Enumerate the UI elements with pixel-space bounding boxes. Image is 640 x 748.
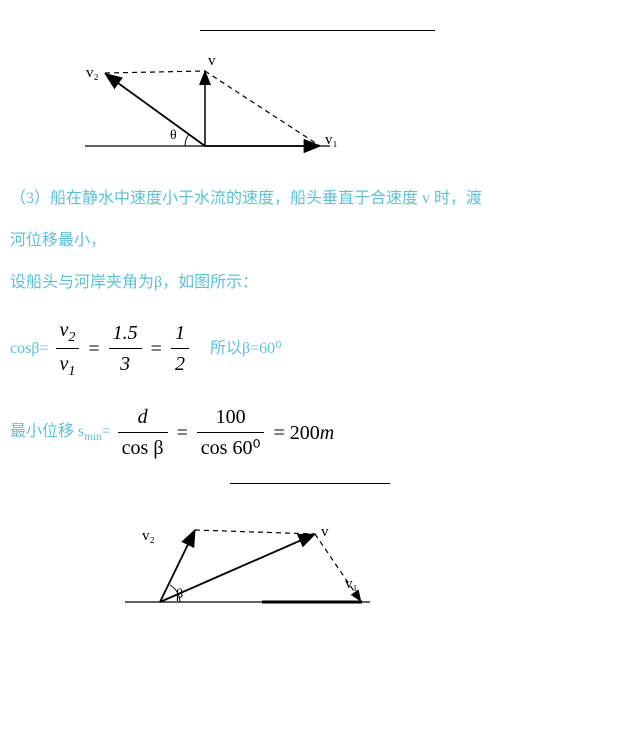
frac-v2v1: v2 v1 [56, 315, 80, 382]
d2-label-v: v [321, 524, 329, 540]
d1-label-v1: v₁ [325, 132, 338, 148]
frac-d-cosb: d cos β [118, 402, 168, 463]
d2-label-v1: v₁ [345, 576, 358, 592]
para-3b: 河位移最小， [10, 229, 630, 253]
diagram-2-svg: v v₁ v₂ β [90, 512, 390, 617]
frac-1-2: 1 2 [171, 318, 189, 379]
d1-label-v2: v₂ [86, 65, 99, 81]
d2-label-beta: β [176, 587, 183, 602]
para-3c: 设船头与河岸夹角为β，如图所示： [10, 271, 630, 295]
result: = 200m [273, 418, 334, 448]
d1-label-theta: θ [170, 128, 177, 143]
eq3: = [177, 418, 188, 448]
formula-cosbeta: cosβ= v2 v1 = 1.5 3 = 1 2 所以β=60⁰ [10, 315, 630, 382]
d1-label-v: v [208, 53, 216, 69]
smin-lead: 最小位移 smin= [10, 420, 111, 446]
eq2: = [151, 334, 162, 364]
divider-top [200, 30, 435, 31]
d2-label-v2: v₂ [142, 528, 155, 544]
para-3a: （3）船在静水中速度小于水流的速度，船头垂直于合速度 v 时，渡 [10, 187, 630, 211]
so-beta: 所以β=60⁰ [210, 337, 282, 361]
diagram-1-svg: v v₁ v₂ θ [70, 51, 340, 161]
eq1: = [88, 334, 99, 364]
frac-1p5-3: 1.5 3 [109, 318, 142, 379]
divider-bottom [230, 483, 390, 484]
frac-100-cos60: 100 cos 60⁰ [197, 402, 265, 463]
cosbeta-lead: cosβ= [10, 337, 49, 361]
formula-smin: 最小位移 smin= d cos β = 100 cos 60⁰ = 200m [10, 402, 630, 463]
diagram-1: v v₁ v₂ θ [70, 51, 630, 169]
diagram-2: v v₁ v₂ β [90, 512, 630, 625]
